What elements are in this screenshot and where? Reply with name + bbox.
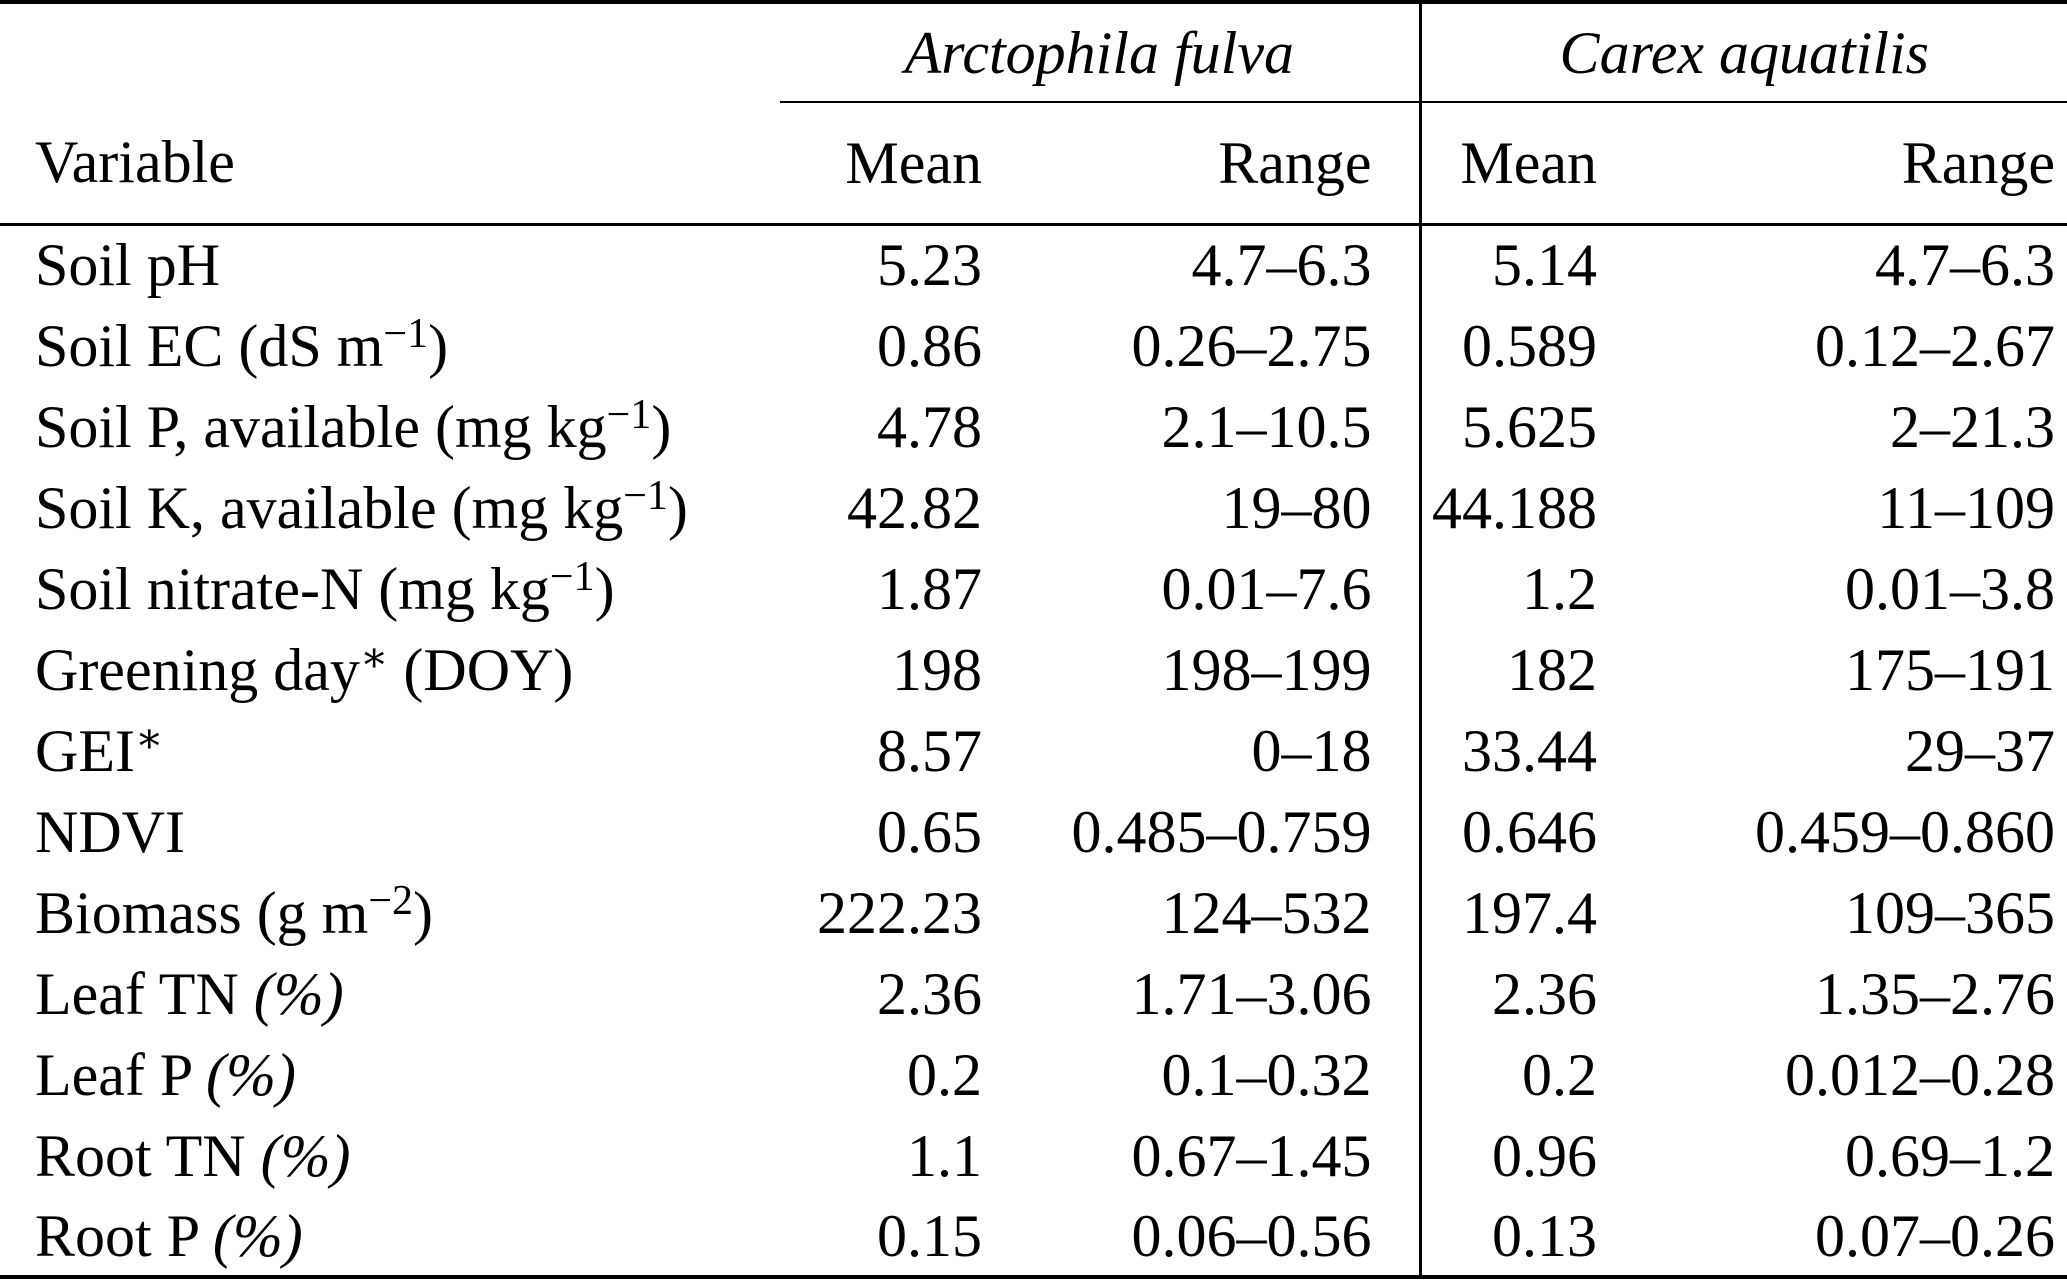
af-mean-value: 5.23 <box>877 232 982 299</box>
af-range-value: 0.01–7.6 <box>1161 555 1372 622</box>
af-mean-value: 2.36 <box>877 960 982 1027</box>
ca-range-value: 175–191 <box>1845 636 2056 703</box>
column-header-ca-mean: Mean <box>1418 102 1610 226</box>
ca-mean-value: 33.44 <box>1418 710 1610 791</box>
ca-mean-value: 0.646 <box>1418 791 1610 872</box>
af-mean-value: 0.86 <box>877 312 982 379</box>
table-row: Greening day∗ (DOY) 198 198–199 182 175–191 <box>0 629 2067 710</box>
column-header-row: Variable Mean Range Mean Range <box>0 102 2067 226</box>
table-row: Soil K, available (mg kg−1) 42.82 19–80 44.… <box>0 467 2067 548</box>
ca-range-value: 1.35–2.76 <box>1815 960 2056 1027</box>
ca-mean-value: 5.625 <box>1418 386 1610 467</box>
variable-label: Soil EC (dS m−1) <box>35 310 449 379</box>
ca-mean-value: 44.188 <box>1418 467 1610 548</box>
table-row: GEI∗ 8.57 0–18 33.44 29–37 <box>0 710 2067 791</box>
variable-label: Biomass (g m−2) <box>35 877 434 946</box>
table-row: NDVI 0.65 0.485–0.759 0.646 0.459–0.860 <box>0 791 2067 872</box>
af-mean-value: 42.82 <box>847 474 982 541</box>
af-range-value: 124–532 <box>1161 879 1372 946</box>
group-header-carex-aquatilis: Carex aquatilis <box>1418 2 2067 103</box>
ca-range-value: 0.12–2.67 <box>1815 312 2056 379</box>
ca-mean-value: 0.589 <box>1418 305 1610 386</box>
af-mean-value: 0.15 <box>780 1196 994 1279</box>
table-row: Biomass (g m−2) 222.23 124–532 197.4 109–365 <box>0 872 2067 953</box>
af-range-value: 0.485–0.759 <box>1071 798 1372 865</box>
variable-label: Soil K, available (mg kg−1) <box>35 472 688 541</box>
column-header-ca-range: Range <box>1609 102 2067 226</box>
af-mean-value: 0.65 <box>877 798 982 865</box>
table-row: Soil pH 5.23 4.7–6.3 5.14 4.7–6.3 <box>0 224 2067 305</box>
af-mean-value: 4.78 <box>877 393 982 460</box>
column-header-af-mean: Mean <box>780 102 994 226</box>
table-row: Leaf P (%) 0.2 0.1–0.32 0.2 0.012–0.28 <box>0 1034 2067 1115</box>
ca-range-value: 11–109 <box>1877 474 2056 541</box>
af-range-value: 2.1–10.5 <box>1161 393 1372 460</box>
variable-label: Greening day∗ (DOY) <box>35 634 574 703</box>
ca-mean-value: 0.96 <box>1418 1115 1610 1196</box>
table-row: Soil P, available (mg kg−1) 4.78 2.1–10.5 5… <box>0 386 2067 467</box>
variable-label: NDVI <box>35 798 185 865</box>
ca-range-value: 29–37 <box>1905 717 2056 784</box>
af-range-value: 0.67–1.45 <box>1131 1122 1372 1189</box>
af-mean-value: 1.87 <box>877 555 982 622</box>
ca-mean-value: 2.36 <box>1418 953 1610 1034</box>
ca-range-value: 0.07–0.26 <box>1609 1196 2067 1279</box>
variable-label: Soil nitrate-N (mg kg−1) <box>35 553 615 622</box>
ca-range-value: 0.012–0.28 <box>1785 1041 2056 1108</box>
af-range-value: 1.71–3.06 <box>1131 960 1372 1027</box>
table-row: Root P (%) 0.15 0.06–0.56 0.13 0.07–0.26 <box>0 1196 2067 1279</box>
variable-label: Root TN (%) <box>35 1122 351 1189</box>
variable-label: GEI∗ <box>35 715 164 784</box>
group-header-arctophila-fulva: Arctophila fulva <box>780 2 1421 103</box>
af-mean-value: 1.1 <box>907 1122 982 1189</box>
ca-range-value: 2–21.3 <box>1890 393 2056 460</box>
af-range-value: 0.06–0.56 <box>994 1196 1421 1279</box>
af-mean-value: 0.2 <box>907 1041 982 1108</box>
ca-range-value: 109–365 <box>1845 879 2056 946</box>
variable-label: Soil P, available (mg kg−1) <box>35 391 672 460</box>
ca-mean-value: 0.13 <box>1418 1196 1610 1279</box>
variable-label: Leaf P (%) <box>35 1041 296 1108</box>
ca-mean-value: 0.2 <box>1418 1034 1610 1115</box>
table-body: Soil pH 5.23 4.7–6.3 5.14 4.7–6.3 Soil EC (dS… <box>0 224 2067 1279</box>
ca-mean-value: 1.2 <box>1418 548 1610 629</box>
ca-range-value: 4.7–6.3 <box>1875 232 2056 299</box>
ca-mean-value: 182 <box>1418 629 1610 710</box>
variable-label: Root P (%) <box>0 1196 780 1279</box>
variable-label: Soil pH <box>35 232 221 299</box>
ca-mean-value: 5.14 <box>1418 224 1610 305</box>
ca-mean-value: 197.4 <box>1418 872 1610 953</box>
species-header-row: Arctophila fulva Carex aquatilis <box>0 2 2067 103</box>
table-row: Root TN (%) 1.1 0.67–1.45 0.96 0.69–1.2 <box>0 1115 2067 1196</box>
ca-range-value: 0.69–1.2 <box>1845 1122 2056 1189</box>
table-row: Soil EC (dS m−1) 0.86 0.26–2.75 0.589 0.12–2… <box>0 305 2067 386</box>
column-header-variable: Variable <box>0 102 780 226</box>
af-mean-value: 8.57 <box>877 717 982 784</box>
variable-label: Leaf TN (%) <box>35 960 344 1027</box>
column-header-af-range: Range <box>994 102 1421 226</box>
table-row: Leaf TN (%) 2.36 1.71–3.06 2.36 1.35–2.76 <box>0 953 2067 1034</box>
ca-range-value: 0.01–3.8 <box>1845 555 2056 622</box>
af-range-value: 4.7–6.3 <box>1191 232 1372 299</box>
ca-range-value: 0.459–0.860 <box>1755 798 2056 865</box>
table-row: Soil nitrate-N (mg kg−1) 1.87 0.01–7.6 1.2 0… <box>0 548 2067 629</box>
table-head: Arctophila fulva Carex aquatilis Variabl… <box>0 2 2067 226</box>
af-mean-value: 222.23 <box>817 879 982 946</box>
af-range-value: 0–18 <box>1251 717 1372 784</box>
af-range-value: 0.1–0.32 <box>1161 1041 1372 1108</box>
species-header-spacer <box>0 2 780 102</box>
af-range-value: 198–199 <box>1161 636 1372 703</box>
af-range-value: 19–80 <box>1221 474 1372 541</box>
af-mean-value: 198 <box>892 636 982 703</box>
af-range-value: 0.26–2.75 <box>1131 312 1372 379</box>
